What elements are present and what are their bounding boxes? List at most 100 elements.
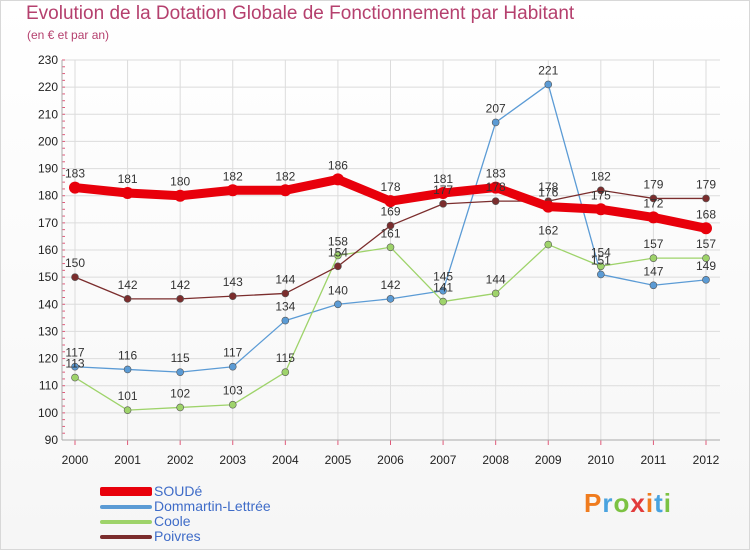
data-point-coole: [123, 406, 132, 414]
data-label-poivres: 178: [486, 180, 506, 194]
data-label-coole: 158: [328, 234, 348, 248]
data-label-soud-: 183: [486, 167, 506, 181]
data-point-coole: [334, 251, 342, 260]
data-point-dommartin-lettr-e: [597, 270, 605, 279]
data-point-coole: [386, 243, 395, 252]
data-point-soud-: [489, 181, 502, 194]
data-point-poivres: [491, 197, 500, 205]
grid-layer: [62, 59, 720, 441]
x-tick-label: 2004: [272, 453, 299, 467]
data-point-coole: [176, 403, 184, 412]
data-point-coole: [228, 400, 237, 409]
x-tick-label: 2011: [641, 453, 667, 467]
chart-title: Evolution de la Dotation Globale de Fonc…: [26, 3, 575, 24]
x-tick-label: 2006: [377, 453, 404, 467]
data-point-dommartin-lettr-e: [702, 276, 710, 284]
data-point-coole: [439, 297, 447, 306]
data-label-dommartin-lettr-e: 149: [696, 259, 716, 273]
data-label-soud-: 181: [118, 172, 138, 186]
data-point-soud-: [542, 200, 555, 213]
legend-item-soude[interactable]: SOUDé: [100, 483, 360, 499]
proxiti-logo: Proxiti: [584, 488, 672, 519]
data-label-dommartin-lettr-e: 116: [118, 348, 137, 362]
data-point-dommartin-lettr-e: [71, 362, 79, 371]
logo-letter: i: [663, 488, 672, 518]
data-point-coole: [491, 289, 500, 298]
data-point-soud-: [594, 203, 607, 216]
data-label-dommartin-lettr-e: 145: [433, 270, 453, 284]
data-point-dommartin-lettr-e: [649, 281, 658, 290]
data-point-dommartin-lettr-e: [544, 80, 553, 89]
x-tick-label: 2010: [587, 453, 614, 467]
data-point-poivres: [281, 289, 290, 298]
data-label-dommartin-lettr-e: 221: [538, 63, 558, 77]
data-label-dommartin-lettr-e: 115: [171, 351, 190, 365]
legend-label-poivres: Poivres: [154, 528, 201, 544]
x-tick-label: 2008: [482, 453, 509, 467]
data-point-soud-: [121, 187, 134, 199]
legend-item-coole[interactable]: Coole: [100, 513, 360, 529]
data-label-poivres: 179: [696, 177, 716, 191]
data-label-coole: 144: [486, 272, 506, 286]
data-label-coole: 162: [538, 224, 558, 238]
data-point-soud-: [331, 173, 344, 186]
data-label-coole: 113: [65, 357, 84, 371]
data-point-soud-: [384, 195, 397, 208]
logo-letter: P: [584, 488, 603, 518]
data-point-poivres: [439, 200, 447, 208]
data-point-coole: [281, 368, 290, 376]
data-point-poivres: [702, 194, 710, 203]
data-label-coole: 115: [276, 351, 295, 365]
data-label-coole: 101: [118, 389, 138, 403]
x-tick-label: 2000: [62, 453, 89, 467]
data-label-dommartin-lettr-e: 117: [223, 346, 242, 360]
data-label-soud-: 178: [380, 180, 400, 194]
legend-item-dommartin[interactable]: Dommartin-Lettrée: [100, 498, 360, 514]
data-label-soud-: 182: [223, 169, 243, 183]
data-label-coole: 161: [380, 226, 400, 240]
data-point-coole: [702, 254, 710, 262]
data-point-dommartin-lettr-e: [281, 316, 290, 325]
data-point-soud-: [437, 187, 450, 199]
x-tick-label: 2003: [219, 453, 246, 467]
y-tick-label: 130: [38, 324, 58, 338]
data-label-poivres: 142: [118, 278, 138, 292]
data-point-poivres: [334, 262, 342, 271]
x-tick-label: 2009: [535, 453, 562, 467]
data-point-dommartin-lettr-e: [334, 300, 342, 309]
data-label-soud-: 175: [591, 188, 611, 202]
y-tick-label: 140: [38, 297, 58, 311]
data-point-poivres: [649, 194, 658, 203]
data-point-dommartin-lettr-e: [123, 365, 132, 374]
data-label-soud-: 182: [275, 169, 295, 183]
data-label-poivres: 144: [275, 272, 295, 286]
data-point-dommartin-lettr-e: [176, 368, 184, 376]
data-label-poivres: 182: [591, 169, 611, 183]
logo-letter: r: [602, 488, 614, 518]
data-label-coole: 103: [223, 384, 243, 398]
data-label-poivres: 177: [433, 183, 453, 197]
legend-swatch-coole: [100, 520, 152, 524]
data-label-poivres: 178: [538, 180, 558, 194]
x-tick-label: 2012: [693, 453, 720, 467]
data-point-soud-: [226, 184, 239, 197]
data-point-poivres: [71, 273, 79, 281]
data-label-dommartin-lettr-e: 142: [380, 278, 400, 292]
data-label-soud-: 168: [696, 207, 716, 221]
data-label-coole: 154: [591, 245, 611, 259]
logo-letter: i: [645, 488, 655, 518]
y-tick-label: 220: [38, 80, 58, 94]
data-point-soud-: [174, 189, 187, 202]
y-tick-label: 100: [38, 406, 58, 420]
data-point-soud-: [647, 211, 660, 224]
data-point-coole: [597, 262, 605, 271]
data-label-coole: 141: [433, 281, 453, 295]
data-point-poivres: [176, 295, 184, 303]
x-tick-label: 2001: [114, 453, 141, 467]
legend-swatch-poivres: [100, 535, 152, 539]
series-layer: [69, 80, 712, 414]
legend-item-poivres[interactable]: Poivres: [100, 528, 360, 544]
data-label-dommartin-lettr-e: 140: [328, 283, 348, 297]
